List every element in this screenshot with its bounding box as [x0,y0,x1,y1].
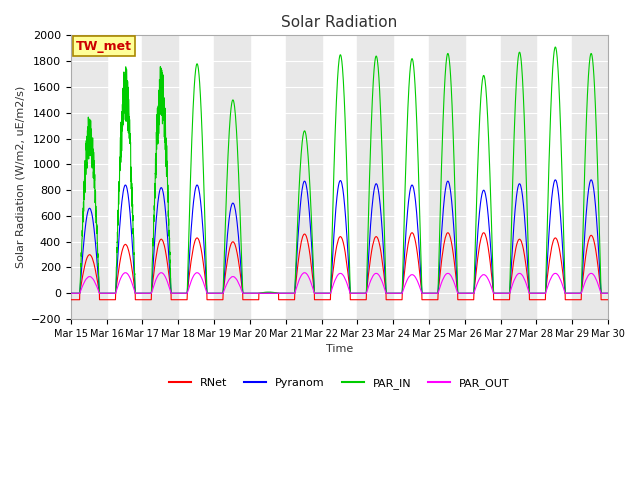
Bar [143,36,178,319]
RNet [460,297,468,302]
Y-axis label: Solar Radiation (W/m2, uE/m2/s): Solar Radiation (W/m2, uE/m2/s) [15,86,25,268]
Legend: RNet, Pyranom, PAR_IN, PAR_OUT: RNet, Pyranom, PAR_IN, PAR_OUT [164,373,514,393]
PAR_IN [319,290,327,296]
PAR_IN [163,161,171,167]
PAR_IN [430,290,438,296]
PAR_OUT [430,290,438,296]
Bar [572,36,608,319]
Bar [214,36,250,319]
PAR_OUT [604,290,611,296]
PAR_IN [604,290,612,296]
RNet [430,297,438,302]
Line: Pyranom: Pyranom [71,180,608,293]
PAR_OUT [604,290,612,296]
Bar [500,36,536,319]
RNet [67,297,75,302]
Pyranom [67,290,75,296]
PAR_IN [604,290,611,296]
Pyranom [551,177,559,183]
RNet [163,260,171,265]
Bar [285,36,321,319]
PAR_OUT [319,290,327,296]
X-axis label: Time: Time [326,344,353,354]
RNet [319,297,327,302]
Pyranom [604,290,611,296]
Pyranom [430,290,438,296]
Pyranom [319,290,327,296]
Pyranom [490,290,498,296]
PAR_IN [67,290,75,296]
Bar [429,36,465,319]
PAR_IN [460,290,467,296]
RNet [604,297,612,302]
Text: TW_met: TW_met [76,39,132,53]
PAR_IN [490,290,498,296]
Pyranom [163,230,171,236]
PAR_OUT [121,270,129,276]
Pyranom [460,290,467,296]
Line: PAR_OUT: PAR_OUT [71,273,608,293]
RNet [408,230,415,236]
Bar [71,36,107,319]
Pyranom [604,290,612,296]
RNet [604,297,611,302]
Line: PAR_IN: PAR_IN [71,47,608,293]
Line: RNet: RNet [71,233,608,300]
Title: Solar Radiation: Solar Radiation [282,15,397,30]
PAR_OUT [67,290,75,296]
Bar [357,36,393,319]
PAR_OUT [490,290,498,296]
PAR_OUT [460,290,468,296]
PAR_OUT [164,279,172,285]
RNet [490,297,498,302]
PAR_IN [551,44,559,50]
